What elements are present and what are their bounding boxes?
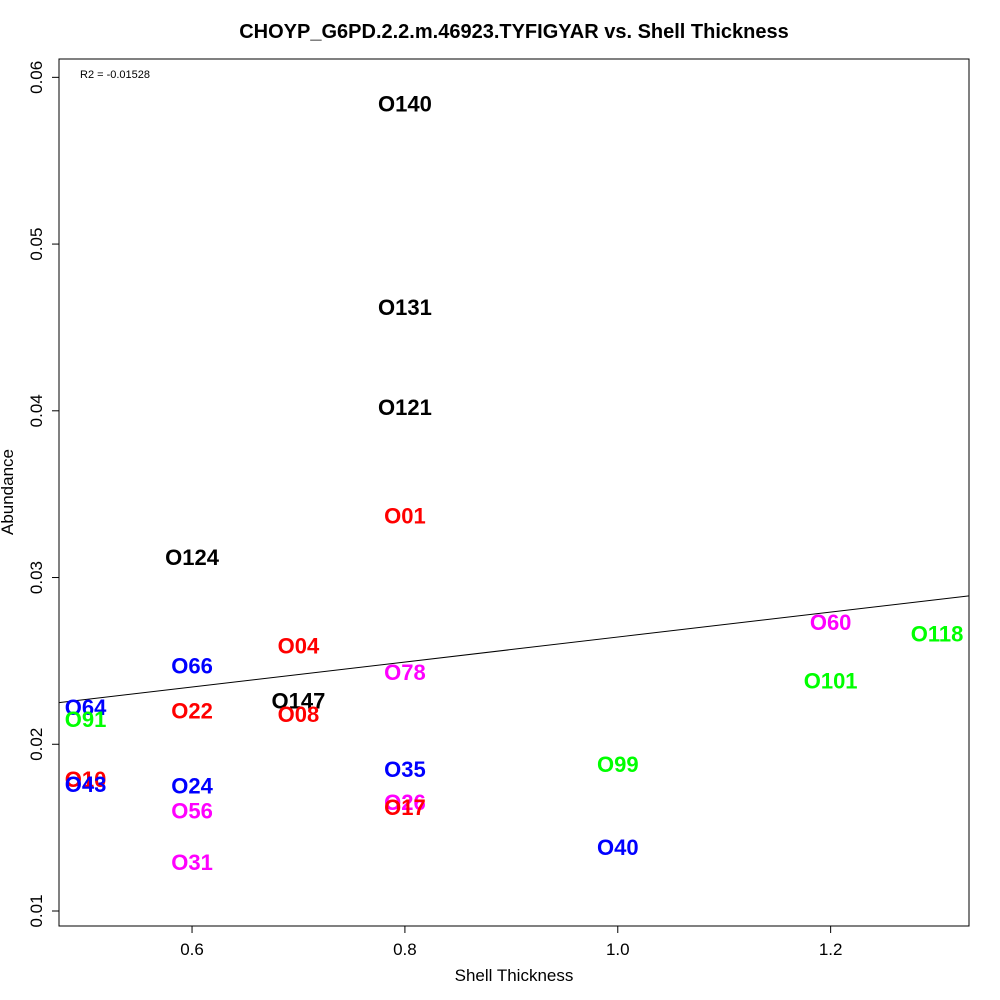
point-o147: O147: [272, 688, 326, 713]
point-o56: O56: [171, 798, 213, 823]
plot-frame: [58, 58, 970, 927]
y-axis-label: Abundance: [0, 449, 17, 535]
point-o40: O40: [597, 835, 639, 860]
point-o121: O121: [378, 395, 432, 420]
point-o99: O99: [597, 752, 639, 777]
chart-title: CHOYP_G6PD.2.2.m.46923.TYFIGYAR vs. Shel…: [239, 21, 789, 43]
point-o26: O26: [384, 790, 426, 815]
point-o35: O35: [384, 757, 426, 782]
y-tick-label: 0.05: [27, 228, 46, 261]
y-tick-label: 0.04: [27, 394, 46, 427]
point-o17: O17: [384, 795, 426, 820]
point-o24: O24: [171, 773, 213, 798]
x-tick-label: 0.8: [393, 940, 417, 959]
point-o131: O131: [378, 295, 432, 320]
x-tick-label: 1.0: [606, 940, 630, 959]
point-o01: O01: [384, 503, 426, 528]
point-o78: O78: [384, 660, 426, 685]
point-o101: O101: [804, 668, 858, 693]
point-o140: O140: [378, 92, 432, 117]
point-o43: O43: [65, 772, 107, 797]
point-o91: O91: [65, 707, 107, 732]
x-axis: 0.6 0.8 1.0 1.2: [180, 926, 842, 959]
point-o08: O08: [278, 702, 320, 727]
point-o124: O124: [165, 545, 220, 570]
x-tick-label: 1.2: [819, 940, 843, 959]
y-tick-label: 0.02: [27, 728, 46, 761]
point-o10: O10: [65, 767, 107, 792]
point-o66: O66: [171, 653, 213, 678]
y-tick-label: 0.06: [27, 61, 46, 94]
point-o22: O22: [171, 698, 213, 723]
point-o04: O04: [278, 633, 320, 658]
y-tick-label: 0.03: [27, 561, 46, 594]
point-labels: O140 O131 O121 O01 O124 O60 O118 O04 O66 O78 O101 O…: [65, 92, 964, 876]
r2-annotation: R2 = -0.01528: [80, 69, 150, 81]
point-o60: O60: [810, 610, 852, 635]
point-o64: O64: [65, 695, 107, 720]
y-axis: 0.01 0.02 0.03 0.04 0.05 0.06: [27, 61, 59, 928]
point-o31: O31: [171, 850, 213, 875]
point-o118: O118: [911, 622, 964, 647]
y-tick-label: 0.01: [27, 894, 46, 927]
regression-line: [58, 595, 970, 704]
x-tick-label: 0.6: [180, 940, 204, 959]
x-axis-label: Shell Thickness: [455, 966, 574, 985]
